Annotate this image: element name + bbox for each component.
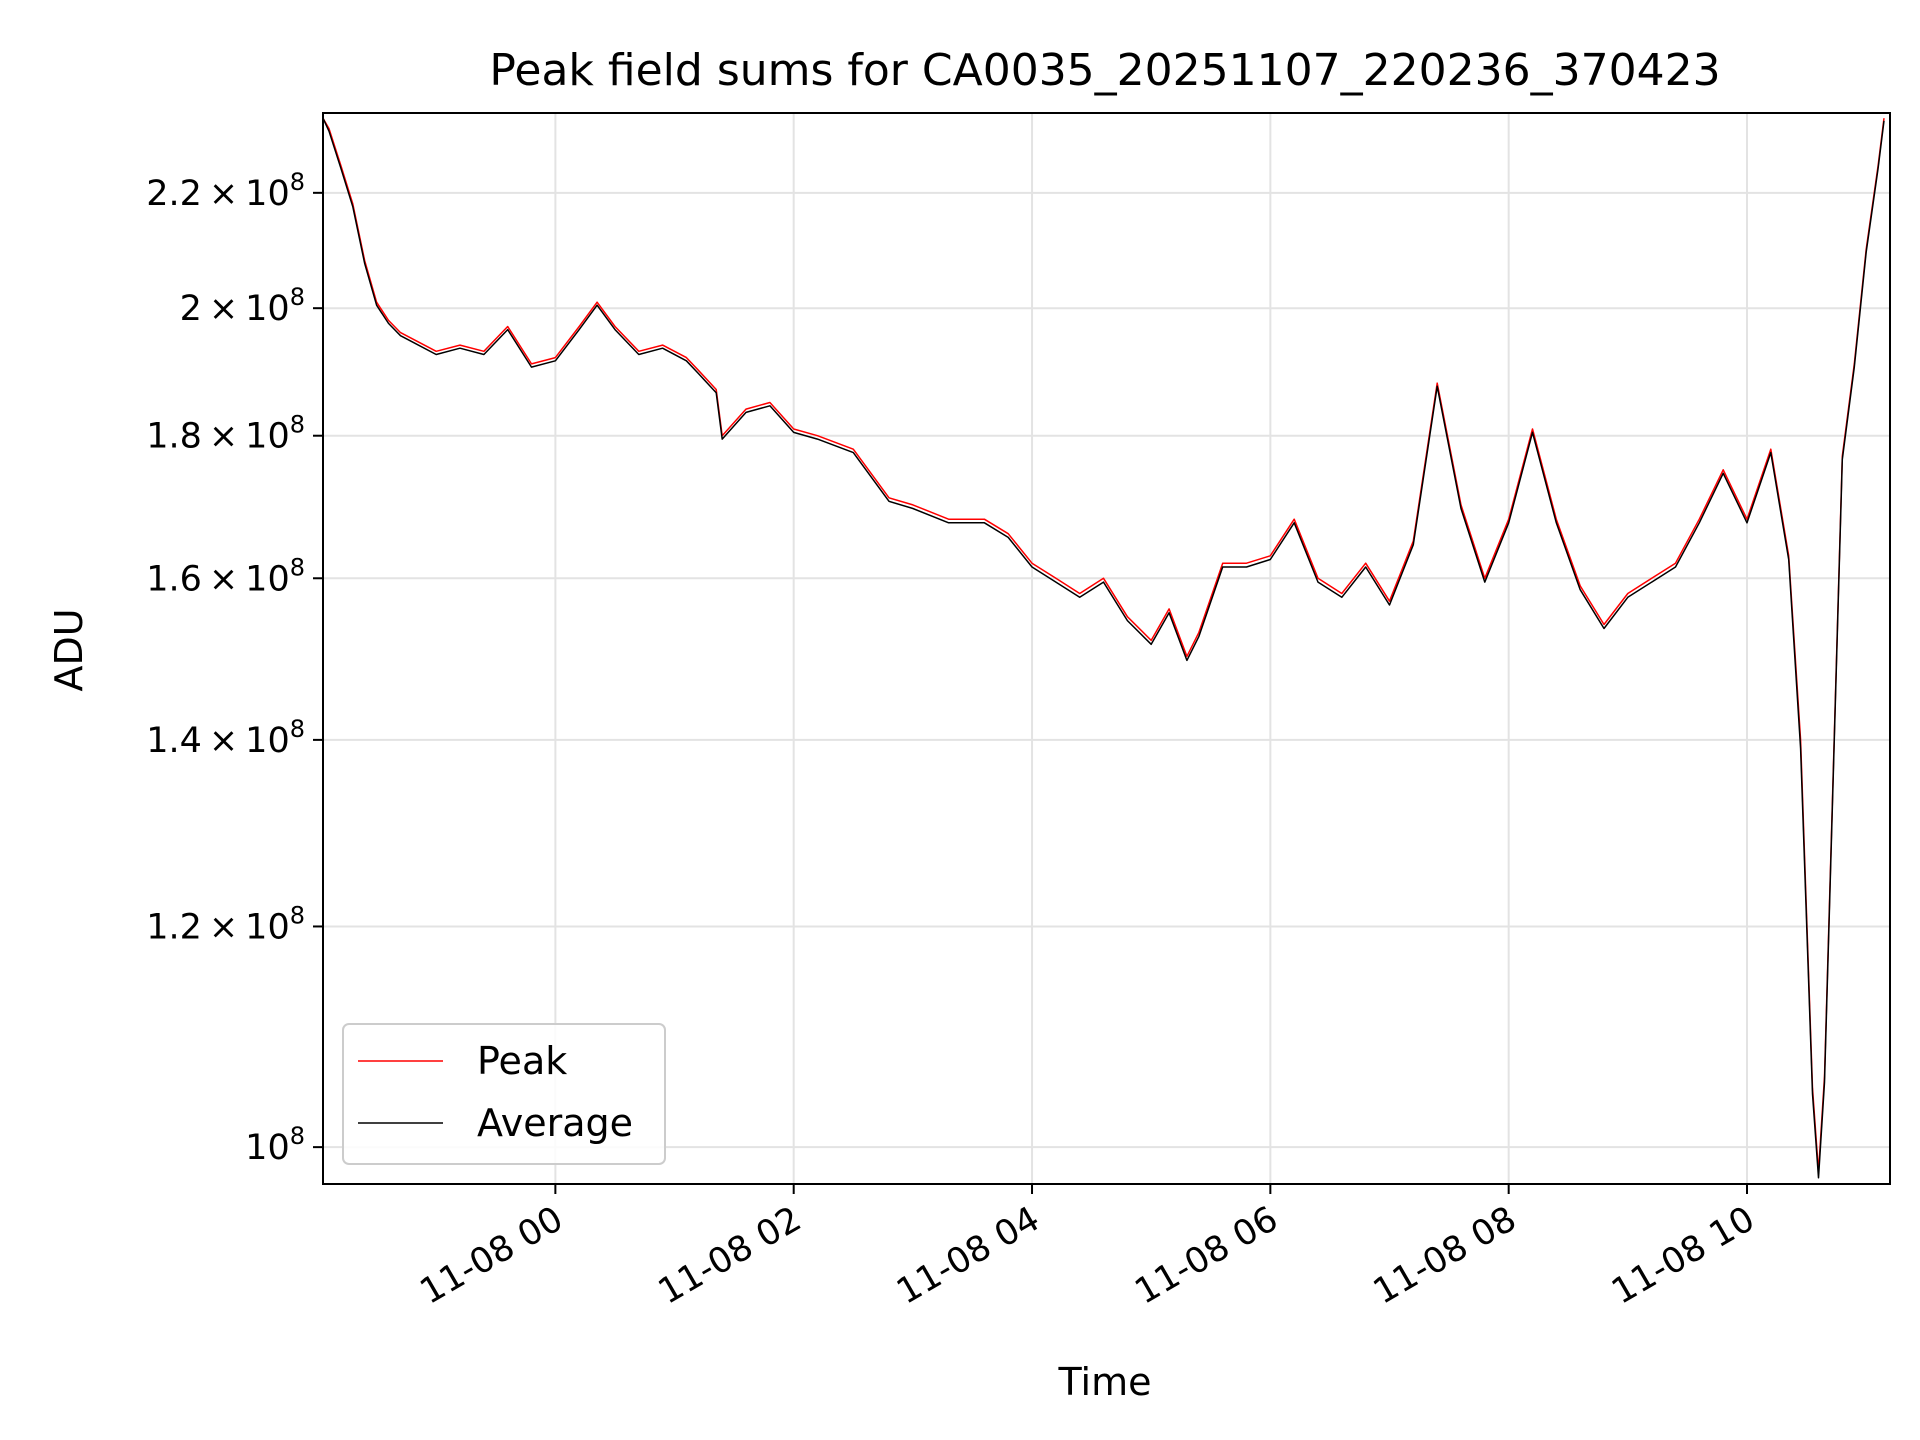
series-line-average	[322, 117, 1885, 1179]
x-axis-label: Time	[1058, 1360, 1152, 1404]
y-tick-label: 108	[245, 1122, 305, 1168]
grid-lines	[323, 113, 1890, 1184]
y-tick-label: 1.4 × 108	[146, 715, 305, 761]
y-tick-label: 1.8 × 108	[146, 411, 305, 457]
legend-average-label: Average	[477, 1101, 633, 1145]
y-tick-label: 2.2 × 108	[146, 168, 305, 214]
y-axis-ticks: 108 1.2 × 108 1.4 × 108 1.6 × 108 1.8 × 108 2…	[146, 168, 323, 1168]
y-axis-label: ADU	[47, 608, 91, 691]
series-lines	[322, 117, 1885, 1179]
plot-frame	[322, 112, 1891, 1185]
y-tick-label: 1.6 × 108	[146, 553, 305, 599]
legend: Peak Average	[342, 1023, 666, 1165]
legend-box	[342, 1023, 666, 1165]
legend-peak-label: Peak	[477, 1039, 567, 1083]
chart-title: Peak field sums for CA0035_20251107_2202…	[489, 45, 1720, 96]
y-tick-label: 2 × 108	[180, 283, 305, 329]
series-line-peak	[322, 117, 1885, 1173]
y-tick-label: 1.2 × 108	[146, 901, 305, 947]
